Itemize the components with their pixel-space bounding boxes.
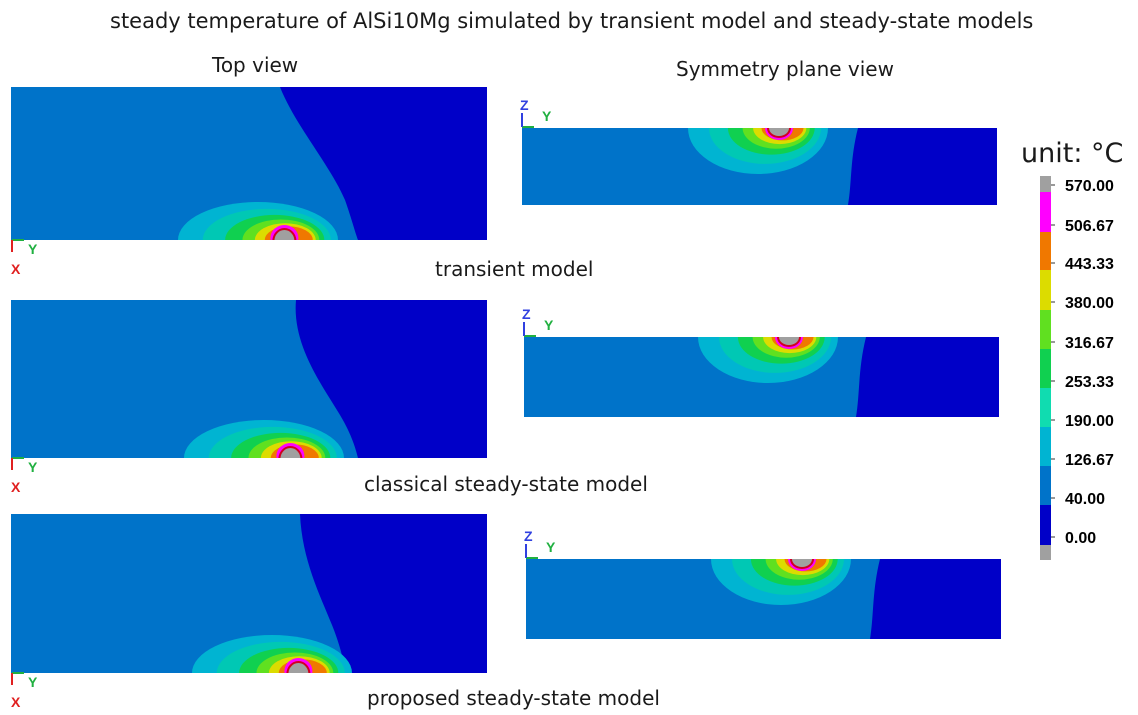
legend-colorbar: 570.00 506.67 443.33 380.00 316.67 253.33 190.… bbox=[1040, 176, 1114, 560]
legend-tick-label: 190.00 bbox=[1065, 413, 1114, 430]
top-view-panel-2 bbox=[11, 300, 487, 458]
melt-pool bbox=[286, 661, 311, 673]
symmetry-view-panel-1 bbox=[522, 128, 997, 205]
symmetry-view-panel-3 bbox=[526, 559, 1001, 639]
axis-y-label: Y bbox=[28, 459, 38, 475]
top-view-panel-3 bbox=[11, 514, 487, 673]
axis-x-label: X bbox=[11, 479, 21, 495]
melt-pool bbox=[790, 559, 814, 569]
melt-pool bbox=[767, 128, 791, 138]
ambient-region bbox=[856, 337, 999, 417]
melt-pool bbox=[272, 228, 297, 240]
legend-swatch-magenta bbox=[1040, 192, 1051, 232]
legend-swatch-medium_blue bbox=[1040, 466, 1051, 505]
legend-tick-label: 40.00 bbox=[1065, 491, 1105, 508]
legend-tick-label: 570.00 bbox=[1065, 178, 1114, 195]
melt-pool bbox=[777, 337, 801, 347]
ambient-region bbox=[280, 87, 487, 240]
hotspot-s1 bbox=[688, 128, 828, 174]
column-header-symmetry-view: Symmetry plane view bbox=[676, 57, 894, 81]
legend-swatch-light_green bbox=[1040, 310, 1051, 349]
hotspot-s2 bbox=[698, 337, 838, 383]
legend-tick-label: 506.67 bbox=[1065, 218, 1114, 235]
legend-swatch-cyan bbox=[1040, 427, 1051, 466]
legend-swatch-gray bbox=[1040, 176, 1051, 192]
axis-z-label: Z bbox=[520, 97, 529, 113]
hotspot-t2 bbox=[184, 420, 344, 458]
hotspot-t3 bbox=[192, 635, 352, 673]
column-header-top-view: Top view bbox=[212, 53, 299, 77]
legend-tick-label: 443.33 bbox=[1065, 256, 1114, 273]
ambient-region bbox=[295, 300, 487, 458]
legend-swatch-orange bbox=[1040, 232, 1051, 270]
figure-title: steady temperature of AlSi10Mg simulated… bbox=[110, 9, 1034, 33]
legend-tick-label: 316.67 bbox=[1065, 335, 1114, 352]
symmetry-view-panel-2 bbox=[524, 337, 999, 417]
axis-triad-side-2: ZY bbox=[522, 306, 554, 337]
top-view-panel-1 bbox=[11, 87, 487, 240]
ambient-region bbox=[848, 128, 997, 205]
axis-triad-top-2: YX bbox=[11, 457, 38, 495]
legend-tick-label: 126.67 bbox=[1065, 452, 1114, 469]
legend-tick-label: 380.00 bbox=[1065, 295, 1114, 312]
axis-y-label: Y bbox=[28, 241, 38, 257]
legend-swatch-gray bbox=[1040, 545, 1051, 560]
legend-swatch-green bbox=[1040, 349, 1051, 388]
axis-triad-top-3: YX bbox=[11, 672, 38, 710]
row-label-classical: classical steady-state model bbox=[364, 472, 648, 496]
legend-tick-label: 253.33 bbox=[1065, 374, 1114, 391]
ambient-region bbox=[870, 559, 1001, 639]
axis-x-label: X bbox=[11, 261, 21, 277]
axis-y-label: Y bbox=[546, 539, 556, 555]
axis-x-label: X bbox=[11, 694, 21, 710]
axis-y-label: Y bbox=[544, 317, 554, 333]
legend-swatch-yellow bbox=[1040, 270, 1051, 310]
row-label-proposed: proposed steady-state model bbox=[367, 686, 660, 710]
legend-swatch-cyan bbox=[1040, 388, 1051, 427]
legend-tick-label: 0.00 bbox=[1065, 530, 1096, 547]
hotspot-s3 bbox=[711, 559, 851, 605]
axis-z-label: Z bbox=[524, 528, 533, 544]
melt-pool bbox=[278, 446, 303, 458]
legend-swatch-dark_blue bbox=[1040, 505, 1051, 545]
legend-title: unit: °C bbox=[1021, 138, 1124, 169]
axis-triad-top-1: YX bbox=[11, 239, 38, 277]
row-label-transient: transient model bbox=[435, 257, 594, 281]
axis-y-label: Y bbox=[542, 108, 552, 124]
axis-y-label: Y bbox=[28, 674, 38, 690]
axis-triad-side-1: ZY bbox=[520, 97, 552, 128]
hotspot-t1 bbox=[178, 202, 338, 240]
axis-triad-side-3: ZY bbox=[524, 528, 556, 559]
ambient-region bbox=[300, 514, 487, 673]
axis-z-label: Z bbox=[522, 306, 531, 322]
